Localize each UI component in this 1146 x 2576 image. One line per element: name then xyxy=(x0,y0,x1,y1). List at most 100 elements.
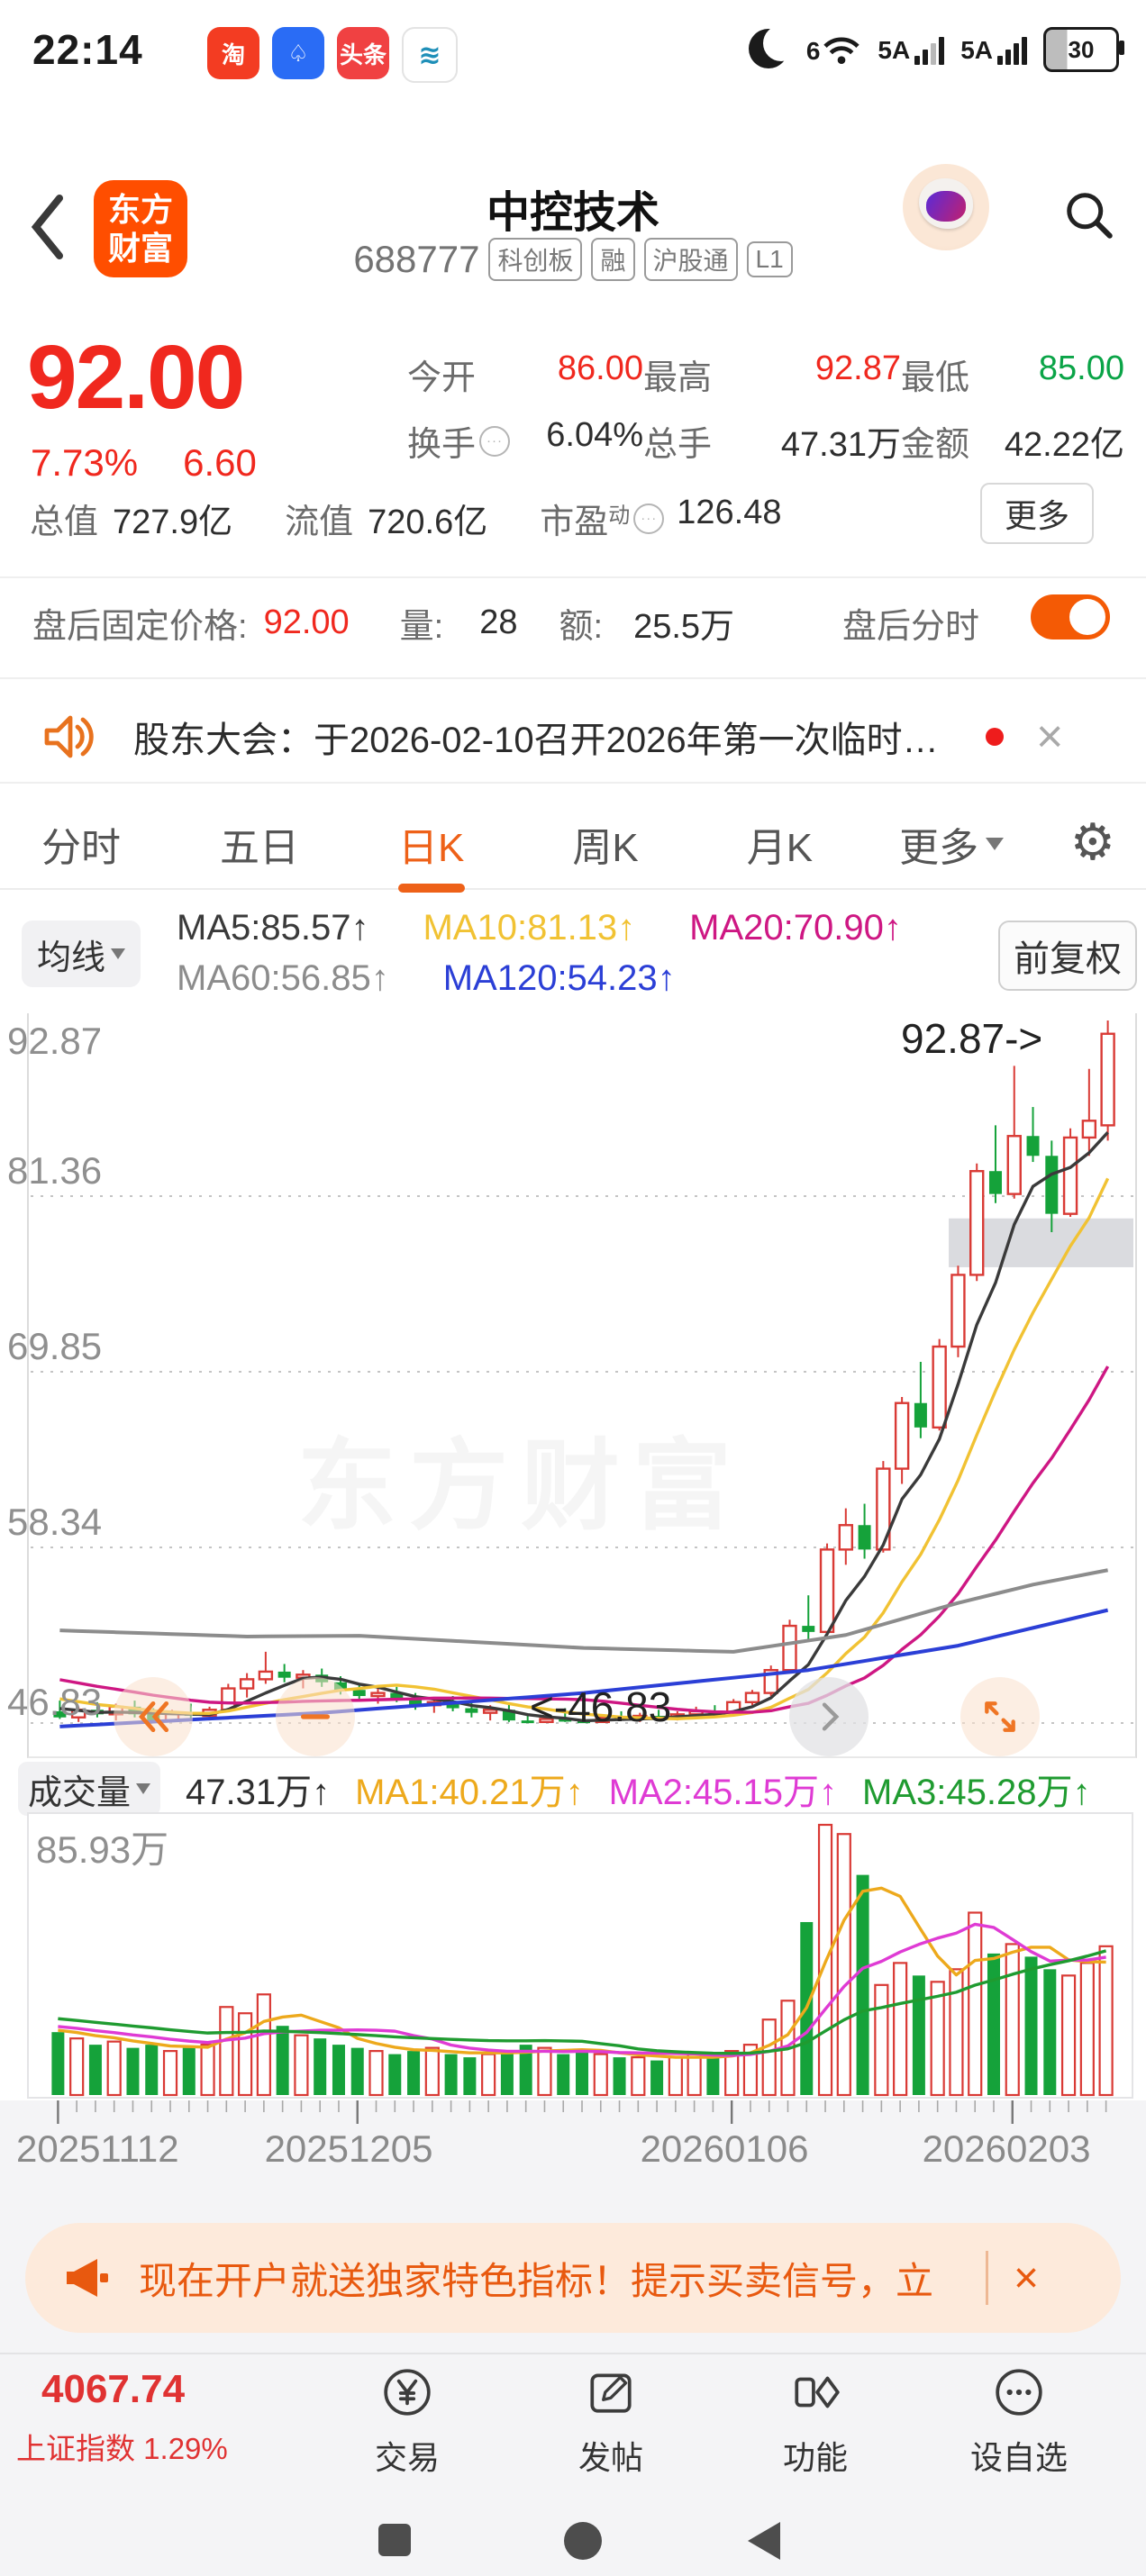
scroll-left-button[interactable] xyxy=(114,1677,193,1756)
volume-legend-row: 成交量 47.31万↑ MA1:40.21万↑ MA2:45.15万↑ MA3:… xyxy=(18,1762,1091,1816)
android-back-button[interactable] xyxy=(748,2522,780,2560)
android-recents-button[interactable] xyxy=(378,2524,411,2556)
tag-hk-connect: 沪股通 xyxy=(643,238,738,281)
ma-legend-row-2: MA60:56.85↑ MA120:54.23↑ xyxy=(177,958,676,999)
stats-row-2: 换手 ··· 6.04% 总手 47.31万 金额 42.22亿 xyxy=(407,416,1124,464)
divider xyxy=(0,677,1146,679)
announcement-text: 股东大会：于2026-02-10召开2026年第一次临时… xyxy=(133,721,939,760)
after-hours-volume: 28 xyxy=(479,603,518,641)
nav-post[interactable]: 发帖 xyxy=(539,2363,683,2479)
ma-selector-button[interactable]: 均线 xyxy=(22,921,141,987)
tab-more[interactable]: 更多 xyxy=(899,815,1005,873)
banner-close-icon[interactable]: × xyxy=(1014,2254,1040,2302)
open-value: 86.00 xyxy=(557,349,643,387)
kline-chart[interactable] xyxy=(27,1013,1137,1758)
volume-scale-label: 85.93万 xyxy=(36,1828,169,1871)
y-axis-label: 69.85 xyxy=(7,1325,103,1367)
zoom-out-button[interactable] xyxy=(276,1677,355,1756)
more-stats-button[interactable]: 更多 xyxy=(980,483,1094,544)
volume-current: 47.31万↑ xyxy=(186,1773,331,1812)
chart-settings-gear-icon[interactable]: ⚙ xyxy=(1069,813,1115,870)
promo-text: 现在开户就送独家特色指标！提示买卖信号，立 xyxy=(139,2259,934,2302)
status-indicators: 6 5A 5A 30 xyxy=(748,25,1124,72)
watchlist-icon xyxy=(947,2363,1091,2421)
volume-ma3-legend: MA3:45.28万↑ xyxy=(862,1773,1091,1812)
china-mobile-app-icon: ≋ xyxy=(402,27,458,83)
price-change: 7.73% 6.60 xyxy=(31,441,257,485)
speaker-icon xyxy=(44,715,94,758)
back-button[interactable] xyxy=(23,191,70,263)
shanghai-index-label[interactable]: 上证指数 1.29% xyxy=(16,2432,228,2465)
volume-chart[interactable] xyxy=(27,1812,1133,2099)
tab-5day[interactable]: 五日 xyxy=(220,826,299,870)
status-app-icons: 淘 ♤ 头条 ≋ xyxy=(207,27,458,83)
trade-icon xyxy=(335,2363,479,2421)
tag-star-market: 科创板 xyxy=(488,238,583,281)
toutiao-app-icon: 头条 xyxy=(337,27,389,79)
unread-dot xyxy=(986,728,1004,746)
stock-subheader: 688777 科创板 融 沪股通 L1 xyxy=(0,238,1146,281)
nav-functions[interactable]: 功能 xyxy=(743,2363,887,2479)
tab-fenshi[interactable]: 分时 xyxy=(41,826,121,870)
nav-watchlist-settings[interactable]: 设自选 xyxy=(947,2363,1091,2479)
lower-background xyxy=(0,2100,1146,2576)
change-percent: 7.73% xyxy=(31,441,139,484)
pe-value: 126.48 xyxy=(677,494,782,531)
volume-ma2-legend: MA2:45.15万↑ xyxy=(608,1773,838,1812)
dark-mode-moon-icon xyxy=(748,25,799,70)
functions-grid-icon xyxy=(743,2363,887,2421)
fullscreen-expand-button[interactable] xyxy=(960,1677,1040,1756)
announcement-close-icon[interactable]: × xyxy=(1036,711,1064,763)
divider xyxy=(0,782,1146,784)
after-hours-row: 盘后固定价格: 92.00 量: 28 额: 25.5万 盘后分时 xyxy=(32,594,1114,648)
adjust-mode-button[interactable]: 前复权 xyxy=(998,921,1137,991)
volume-value: 47.31万 xyxy=(780,426,901,464)
after-hours-amount: 25.5万 xyxy=(633,608,735,646)
x-axis-ticks xyxy=(57,2100,1107,2124)
security-app-icon: ♤ xyxy=(272,27,324,79)
divider xyxy=(0,576,1146,578)
promo-banner[interactable]: 现在开户就送独家特色指标！提示买卖信号，立 × xyxy=(25,2223,1121,2333)
stock-code: 688777 xyxy=(353,238,480,280)
announcement-bar[interactable]: 股东大会：于2026-02-10召开2026年第一次临时… × xyxy=(0,692,1146,782)
y-axis-label: 46.83 xyxy=(7,1681,103,1723)
x-axis-label: 20251205 xyxy=(264,2127,433,2170)
stock-title: 中控技术 xyxy=(486,189,659,237)
stats-row-1: 今开 86.00 最高 92.87 最低 85.00 xyxy=(407,349,1124,397)
index-pct: 1.29% xyxy=(143,2432,228,2465)
x-axis-label: 20251112 xyxy=(16,2127,179,2170)
ma10-legend: MA10:81.13↑ xyxy=(423,908,636,948)
high-value: 92.87 xyxy=(814,349,901,387)
info-icon[interactable]: ··· xyxy=(633,503,665,534)
post-icon xyxy=(539,2363,683,2421)
after-hours-price: 92.00 xyxy=(263,603,350,641)
nav-trade[interactable]: 交易 xyxy=(335,2363,479,2479)
info-icon[interactable]: ··· xyxy=(479,425,511,457)
y-axis-label: 81.36 xyxy=(7,1149,103,1192)
after-hours-toggle[interactable] xyxy=(1031,594,1110,639)
ma5-legend: MA5:85.57↑ xyxy=(177,908,369,948)
tab-daily-k[interactable]: 日K xyxy=(398,815,464,873)
signal-sim2-icon: 5A xyxy=(960,34,1027,65)
y-axis-label: 92.87 xyxy=(7,1020,103,1062)
market-cap-value: 727.9亿 xyxy=(113,503,233,541)
chart-period-tabs: 分时 五日 日K 周K 月K 更多 ⚙ xyxy=(0,800,1146,890)
turnover-value: 6.04% xyxy=(546,416,643,454)
watermark: 东方财富 xyxy=(297,1431,744,1542)
volume-ma1-legend: MA1:40.21万↑ xyxy=(355,1773,584,1812)
shanghai-index-value[interactable]: 4067.74 xyxy=(41,2367,186,2411)
amount-value: 42.22亿 xyxy=(1004,426,1124,464)
tab-weekly-k[interactable]: 周K xyxy=(572,826,639,870)
ai-assistant-avatar[interactable] xyxy=(903,164,989,250)
status-time: 22:14 xyxy=(32,26,143,73)
search-icon[interactable] xyxy=(1061,187,1115,241)
stats-row-3: 总值 727.9亿 流值 720.6亿 市盈动 ··· 126.48 xyxy=(30,494,782,541)
volume-indicator-button[interactable]: 成交量 xyxy=(18,1762,160,1816)
megaphone-icon xyxy=(67,2259,108,2297)
float-cap-value: 720.6亿 xyxy=(368,503,488,541)
tag-margin: 融 xyxy=(591,238,635,281)
scroll-right-button[interactable] xyxy=(789,1677,869,1756)
android-home-button[interactable] xyxy=(564,2522,602,2560)
tab-monthly-k[interactable]: 月K xyxy=(746,826,814,870)
